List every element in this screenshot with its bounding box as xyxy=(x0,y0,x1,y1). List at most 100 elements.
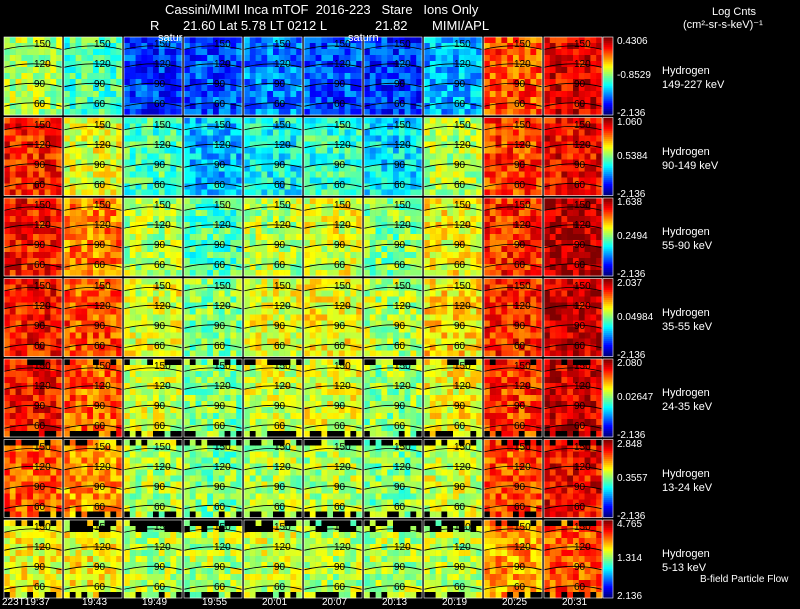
contour-label: 60 xyxy=(34,340,46,352)
contour-label: 120 xyxy=(334,59,351,70)
colorbar-min-value: -2.136 xyxy=(617,188,646,200)
contour-label: 90 xyxy=(574,79,586,90)
colorbar-3 xyxy=(602,278,614,357)
time-tick-label: 20:31 xyxy=(562,597,588,608)
contour-label: 150 xyxy=(214,441,231,453)
contour-label: 60 xyxy=(214,501,226,513)
contour-label: 90 xyxy=(574,562,586,573)
contour-label: 90 xyxy=(34,481,46,493)
units-label-sub: (cm²-sr-s-keV)⁻¹ xyxy=(683,19,763,31)
contour-label: 120 xyxy=(274,542,291,553)
band-energy-label: 55-90 keV xyxy=(662,240,713,252)
contour-label: 150 xyxy=(214,522,231,533)
colorbar-max-value: 1.638 xyxy=(617,197,643,208)
contour-label: 150 xyxy=(454,361,471,372)
contour-label: 120 xyxy=(394,220,411,231)
contour-label: 90 xyxy=(94,159,106,171)
contour-label: 90 xyxy=(514,79,526,90)
contour-label: 60 xyxy=(214,421,226,432)
band-species-label: Hydrogen xyxy=(662,548,710,560)
contour-label: 150 xyxy=(394,280,411,292)
band-0-panel-5 xyxy=(303,36,363,116)
contour-label: 120 xyxy=(574,381,591,392)
contour-label: 90 xyxy=(454,79,466,90)
time-tick-label: 19:43 xyxy=(82,597,108,608)
contour-label: 90 xyxy=(34,79,46,90)
contour-label: 90 xyxy=(454,562,466,573)
contour-label: 120 xyxy=(454,139,471,151)
contour-label: 90 xyxy=(214,320,226,332)
contour-label: 120 xyxy=(574,300,591,312)
contour-label: 120 xyxy=(454,300,471,312)
contour-label: 120 xyxy=(274,381,291,392)
time-tick-label: 20:07 xyxy=(322,597,348,608)
contour-label: 60 xyxy=(514,179,526,191)
contour-label: 150 xyxy=(574,200,591,211)
footer-note: B-field Particle Flow xyxy=(700,574,789,585)
contour-label: 120 xyxy=(94,139,111,151)
band-4-panel-9 xyxy=(543,358,603,438)
contour-label: 150 xyxy=(574,361,591,372)
contour-label: 60 xyxy=(334,340,346,352)
contour-label: 120 xyxy=(214,59,231,70)
contour-label: 90 xyxy=(454,159,466,171)
contour-label: 60 xyxy=(514,421,526,432)
contour-label: 90 xyxy=(454,481,466,493)
contour-label: 60 xyxy=(274,99,286,110)
band-3-panel-8 xyxy=(483,278,543,357)
contour-label: 60 xyxy=(154,340,166,352)
contour-label: 150 xyxy=(454,200,471,211)
contour-label: 60 xyxy=(274,582,286,593)
band-5-panel-9 xyxy=(543,439,603,518)
contour-label: 150 xyxy=(34,280,51,292)
band-species-label: Hydrogen xyxy=(662,145,710,158)
contour-label: 60 xyxy=(34,179,46,191)
contour-label: 60 xyxy=(334,582,346,593)
contour-label: 120 xyxy=(274,139,291,151)
contour-label: 90 xyxy=(94,401,106,412)
contour-label: 150 xyxy=(514,39,531,50)
contour-label: 90 xyxy=(94,320,106,332)
colorbar-max-value: 0.4306 xyxy=(617,36,648,47)
contour-label: 120 xyxy=(154,220,171,231)
contour-label: 150 xyxy=(154,280,171,292)
contour-label: 120 xyxy=(574,461,591,473)
band-2-panel-6 xyxy=(363,197,423,277)
contour-label: 60 xyxy=(394,179,406,191)
band-4-panel-2 xyxy=(123,358,183,438)
band-4-panel-8 xyxy=(483,358,543,438)
contour-label: 150 xyxy=(34,441,51,453)
contour-label: 90 xyxy=(34,401,46,412)
contour-label: 120 xyxy=(274,220,291,231)
contour-label: 60 xyxy=(34,99,46,110)
contour-label: 90 xyxy=(274,320,286,332)
contour-label: 60 xyxy=(154,582,166,593)
band-1-panel-7 xyxy=(423,117,483,196)
contour-label: 150 xyxy=(334,200,351,211)
contour-label: 90 xyxy=(334,320,346,332)
contour-label: 90 xyxy=(454,240,466,251)
contour-label: 90 xyxy=(334,481,346,493)
colorbar-max-value: 2.037 xyxy=(617,277,643,289)
contour-label: 150 xyxy=(94,200,111,211)
colorbar-max-value: 2.080 xyxy=(617,358,643,369)
contour-label: 120 xyxy=(454,59,471,70)
band-1-panel-1 xyxy=(63,117,123,196)
contour-label: 60 xyxy=(574,179,586,191)
colorbar-0 xyxy=(602,36,614,116)
contour-label: 90 xyxy=(394,159,406,171)
contour-label: 150 xyxy=(214,280,231,292)
contour-label: 150 xyxy=(574,441,591,453)
contour-label: 60 xyxy=(34,421,46,432)
band-2-panel-3 xyxy=(183,197,243,277)
contour-label: 150 xyxy=(454,280,471,292)
contour-label: 150 xyxy=(154,441,171,453)
contour-label: 120 xyxy=(214,300,231,312)
contour-label: 90 xyxy=(274,562,286,573)
band-6-panel-7 xyxy=(423,519,483,599)
band-6-panel-8 xyxy=(483,519,543,599)
band-species-label: Hydrogen xyxy=(662,387,710,399)
contour-label: 90 xyxy=(274,79,286,90)
contour-label: 150 xyxy=(334,441,351,453)
